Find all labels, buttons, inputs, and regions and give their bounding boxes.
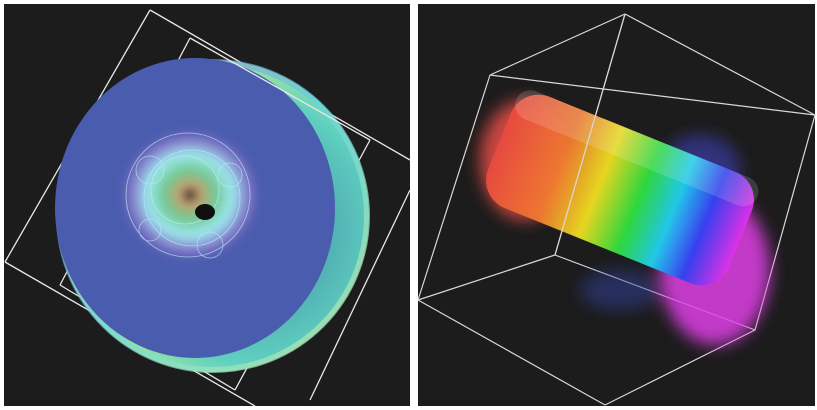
core (118, 127, 262, 263)
page (0, 0, 817, 410)
render-views (0, 0, 817, 410)
left-view (4, 4, 410, 406)
right-view (418, 4, 815, 406)
core-center (195, 204, 215, 220)
